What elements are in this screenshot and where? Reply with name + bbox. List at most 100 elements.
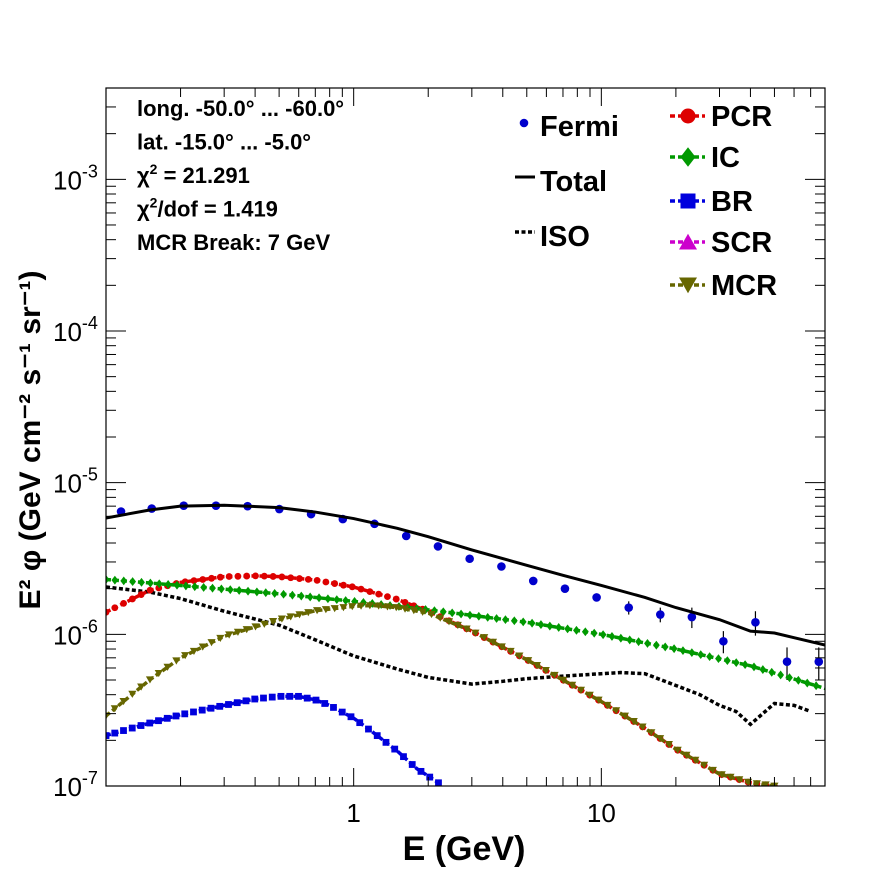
pcr-marker	[375, 590, 383, 598]
ic-marker	[786, 673, 793, 683]
ic-marker	[475, 611, 483, 621]
ic-marker	[493, 614, 500, 623]
total-legend-label: Total	[540, 166, 607, 198]
ic-marker	[555, 623, 563, 632]
mcr-marker	[462, 625, 471, 633]
pcr-marker	[340, 581, 347, 589]
mcr-marker	[647, 729, 656, 737]
ic-marker	[812, 681, 820, 691]
mcr-marker	[436, 614, 445, 622]
mcr-marker	[163, 663, 172, 671]
mcr-marker	[383, 603, 392, 611]
mcr-marker	[277, 615, 286, 623]
fermi-point	[465, 554, 474, 564]
ic-marker	[146, 578, 154, 588]
br-marker	[233, 699, 241, 707]
ic-marker	[209, 583, 216, 593]
mcr-marker	[708, 766, 717, 774]
mcr-marker	[497, 643, 506, 651]
mcr-marker	[313, 607, 322, 615]
ic-marker	[519, 617, 527, 627]
info-text-part: = 21.291	[157, 163, 249, 188]
ic-marker	[670, 644, 678, 654]
ic-marker	[448, 608, 456, 618]
mcr-marker	[620, 712, 630, 720]
mcr-marker	[216, 634, 225, 642]
br-marker	[356, 719, 364, 727]
ic-marker	[271, 589, 279, 598]
br-marker	[417, 767, 425, 775]
br-marker	[137, 722, 145, 729]
ic-marker	[217, 584, 225, 594]
ic-legend-label: IC	[711, 142, 740, 174]
br-marker	[251, 695, 259, 703]
pcr-marker	[120, 599, 127, 607]
ic-marker	[484, 612, 492, 622]
pcr-marker	[243, 572, 251, 580]
fermi-point	[592, 593, 601, 602]
br-marker	[216, 702, 224, 710]
ic-marker	[200, 582, 208, 592]
br-marker	[128, 724, 136, 732]
br-marker	[146, 719, 154, 727]
fermi-legend-symbol	[519, 118, 529, 128]
y-tick-exponent: -7	[82, 768, 98, 788]
mcr-marker	[269, 618, 278, 626]
fermi-point	[719, 636, 728, 646]
pcr-marker	[366, 588, 374, 596]
br-marker	[207, 704, 215, 712]
mcr-marker	[172, 657, 181, 665]
mcr-marker	[145, 676, 155, 684]
mcr-marker	[233, 628, 243, 636]
info-line: long. -50.0° ... -60.0°	[137, 96, 344, 121]
y-tick-exponent: -5	[82, 465, 98, 485]
mcr-marker	[603, 701, 612, 710]
mcr-marker	[612, 707, 621, 715]
mcr-marker	[752, 780, 761, 786]
pcr-legend-symbol	[680, 108, 696, 124]
mcr-marker	[189, 647, 199, 655]
info-text-part: χ	[137, 197, 150, 222]
ic-marker	[599, 630, 607, 640]
ic-marker	[706, 652, 714, 662]
legend: Fermi Total ISO PCR IC BR SCR MCR	[515, 101, 777, 302]
ic-marker	[803, 678, 811, 688]
ic-marker	[581, 627, 589, 637]
pcr-marker	[234, 572, 242, 580]
ic-marker	[626, 635, 634, 645]
x-tick-label: 10	[587, 798, 616, 828]
ic-marker	[652, 640, 660, 650]
br-marker	[321, 700, 329, 707]
ic-marker	[173, 580, 181, 590]
y-tick-exponent: -4	[82, 313, 98, 333]
mcr-marker	[559, 676, 568, 684]
ic-marker	[617, 633, 625, 643]
ic-marker	[164, 580, 172, 589]
mcr-marker	[576, 686, 586, 694]
pcr-marker	[322, 578, 330, 586]
fermi-point	[497, 562, 506, 571]
mcr-marker	[137, 683, 146, 691]
ic-legend-symbol	[680, 147, 696, 167]
mcr-marker	[260, 620, 269, 628]
mcr-marker	[444, 618, 454, 626]
info-superscript: 2	[150, 161, 158, 177]
ic-marker	[155, 579, 163, 589]
ic-marker	[111, 575, 119, 585]
ic-marker	[280, 589, 287, 599]
ic-marker	[297, 591, 305, 601]
ic-marker	[794, 675, 802, 685]
mcr-marker	[286, 613, 295, 621]
ic-marker	[537, 620, 545, 630]
pcr-marker	[146, 586, 154, 594]
ic-marker	[244, 586, 252, 596]
info-line: χ2 = 21.291	[137, 161, 250, 188]
fermi-point	[687, 612, 697, 622]
mcr-marker	[225, 631, 234, 639]
info-line: MCR Break: 7 GeV	[137, 230, 331, 255]
br-marker	[330, 704, 337, 711]
scr-legend-symbol	[679, 233, 697, 250]
total-line	[106, 503, 825, 647]
ic-marker	[457, 609, 465, 619]
br-marker	[391, 745, 399, 753]
